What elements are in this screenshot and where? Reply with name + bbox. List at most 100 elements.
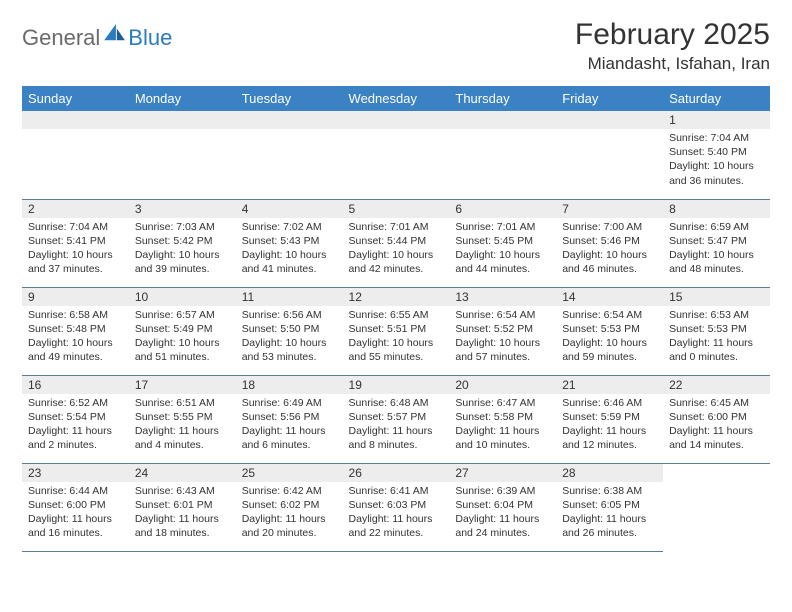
- sunrise-line: Sunrise: 6:57 AM: [135, 308, 230, 322]
- daylight-line: Daylight: 11 hours and 2 minutes.: [28, 424, 123, 452]
- calendar-cell: [556, 111, 663, 199]
- sunset-line: Sunset: 5:53 PM: [669, 322, 764, 336]
- empty-day-number: [129, 111, 236, 129]
- sunset-line: Sunset: 5:47 PM: [669, 234, 764, 248]
- calendar-cell: 10Sunrise: 6:57 AMSunset: 5:49 PMDayligh…: [129, 287, 236, 375]
- daylight-line: Daylight: 11 hours and 14 minutes.: [669, 424, 764, 452]
- day-details: Sunrise: 7:02 AMSunset: 5:43 PMDaylight:…: [236, 218, 343, 281]
- day-number: 27: [449, 464, 556, 482]
- day-details: Sunrise: 6:55 AMSunset: 5:51 PMDaylight:…: [343, 306, 450, 369]
- sunrise-line: Sunrise: 7:00 AM: [562, 220, 657, 234]
- calendar-cell: 5Sunrise: 7:01 AMSunset: 5:44 PMDaylight…: [343, 199, 450, 287]
- daylight-line: Daylight: 10 hours and 55 minutes.: [349, 336, 444, 364]
- day-number: 26: [343, 464, 450, 482]
- daylight-line: Daylight: 10 hours and 39 minutes.: [135, 248, 230, 276]
- sunset-line: Sunset: 5:43 PM: [242, 234, 337, 248]
- sunset-line: Sunset: 5:50 PM: [242, 322, 337, 336]
- sunrise-line: Sunrise: 6:59 AM: [669, 220, 764, 234]
- daylight-line: Daylight: 11 hours and 6 minutes.: [242, 424, 337, 452]
- day-number: 14: [556, 288, 663, 306]
- calendar-cell: [22, 111, 129, 199]
- calendar-row: 1Sunrise: 7:04 AMSunset: 5:40 PMDaylight…: [22, 111, 770, 199]
- day-details: Sunrise: 7:04 AMSunset: 5:41 PMDaylight:…: [22, 218, 129, 281]
- day-number: 7: [556, 200, 663, 218]
- sunrise-line: Sunrise: 6:38 AM: [562, 484, 657, 498]
- sunrise-line: Sunrise: 6:47 AM: [455, 396, 550, 410]
- empty-day-number: [556, 111, 663, 129]
- sunset-line: Sunset: 6:04 PM: [455, 498, 550, 512]
- day-number: 12: [343, 288, 450, 306]
- sunrise-line: Sunrise: 6:42 AM: [242, 484, 337, 498]
- day-details: Sunrise: 6:54 AMSunset: 5:53 PMDaylight:…: [556, 306, 663, 369]
- sunset-line: Sunset: 6:02 PM: [242, 498, 337, 512]
- sunset-line: Sunset: 5:51 PM: [349, 322, 444, 336]
- day-details: Sunrise: 6:56 AMSunset: 5:50 PMDaylight:…: [236, 306, 343, 369]
- day-number: 15: [663, 288, 770, 306]
- logo: General Blue: [22, 18, 172, 52]
- sunrise-line: Sunrise: 6:43 AM: [135, 484, 230, 498]
- sunrise-line: Sunrise: 6:58 AM: [28, 308, 123, 322]
- daylight-line: Daylight: 11 hours and 4 minutes.: [135, 424, 230, 452]
- calendar-cell: 1Sunrise: 7:04 AMSunset: 5:40 PMDaylight…: [663, 111, 770, 199]
- day-details: Sunrise: 6:43 AMSunset: 6:01 PMDaylight:…: [129, 482, 236, 545]
- weekday-header: Tuesday: [236, 86, 343, 111]
- day-number: 8: [663, 200, 770, 218]
- calendar-cell: 11Sunrise: 6:56 AMSunset: 5:50 PMDayligh…: [236, 287, 343, 375]
- sunset-line: Sunset: 5:41 PM: [28, 234, 123, 248]
- calendar-cell: 14Sunrise: 6:54 AMSunset: 5:53 PMDayligh…: [556, 287, 663, 375]
- month-title: February 2025: [575, 18, 770, 52]
- day-details: Sunrise: 6:41 AMSunset: 6:03 PMDaylight:…: [343, 482, 450, 545]
- sunset-line: Sunset: 6:01 PM: [135, 498, 230, 512]
- calendar-body: 1Sunrise: 7:04 AMSunset: 5:40 PMDaylight…: [22, 111, 770, 551]
- weekday-header: Thursday: [449, 86, 556, 111]
- sunrise-line: Sunrise: 6:46 AM: [562, 396, 657, 410]
- day-number: 2: [22, 200, 129, 218]
- sunset-line: Sunset: 5:46 PM: [562, 234, 657, 248]
- daylight-line: Daylight: 11 hours and 8 minutes.: [349, 424, 444, 452]
- day-details: Sunrise: 7:04 AMSunset: 5:40 PMDaylight:…: [663, 129, 770, 192]
- sunset-line: Sunset: 5:49 PM: [135, 322, 230, 336]
- sunrise-line: Sunrise: 7:01 AM: [349, 220, 444, 234]
- day-details: Sunrise: 7:01 AMSunset: 5:45 PMDaylight:…: [449, 218, 556, 281]
- day-details: Sunrise: 6:51 AMSunset: 5:55 PMDaylight:…: [129, 394, 236, 457]
- sunset-line: Sunset: 5:48 PM: [28, 322, 123, 336]
- sunset-line: Sunset: 5:57 PM: [349, 410, 444, 424]
- calendar-cell: 13Sunrise: 6:54 AMSunset: 5:52 PMDayligh…: [449, 287, 556, 375]
- daylight-line: Daylight: 11 hours and 22 minutes.: [349, 512, 444, 540]
- title-block: February 2025 Miandasht, Isfahan, Iran: [575, 18, 770, 74]
- day-details: Sunrise: 7:00 AMSunset: 5:46 PMDaylight:…: [556, 218, 663, 281]
- sunset-line: Sunset: 6:00 PM: [28, 498, 123, 512]
- calendar-table: SundayMondayTuesdayWednesdayThursdayFrid…: [22, 86, 770, 552]
- sunset-line: Sunset: 6:05 PM: [562, 498, 657, 512]
- daylight-line: Daylight: 10 hours and 49 minutes.: [28, 336, 123, 364]
- calendar-cell: [343, 111, 450, 199]
- day-number: 3: [129, 200, 236, 218]
- location: Miandasht, Isfahan, Iran: [575, 54, 770, 74]
- day-number: 6: [449, 200, 556, 218]
- calendar-cell: 28Sunrise: 6:38 AMSunset: 6:05 PMDayligh…: [556, 463, 663, 551]
- calendar-row: 9Sunrise: 6:58 AMSunset: 5:48 PMDaylight…: [22, 287, 770, 375]
- day-number: 24: [129, 464, 236, 482]
- calendar-cell: 26Sunrise: 6:41 AMSunset: 6:03 PMDayligh…: [343, 463, 450, 551]
- sunrise-line: Sunrise: 7:02 AM: [242, 220, 337, 234]
- sunrise-line: Sunrise: 6:56 AM: [242, 308, 337, 322]
- sunrise-line: Sunrise: 7:03 AM: [135, 220, 230, 234]
- day-details: Sunrise: 6:39 AMSunset: 6:04 PMDaylight:…: [449, 482, 556, 545]
- sunset-line: Sunset: 6:00 PM: [669, 410, 764, 424]
- calendar-cell: 7Sunrise: 7:00 AMSunset: 5:46 PMDaylight…: [556, 199, 663, 287]
- day-number: 5: [343, 200, 450, 218]
- calendar-cell: 20Sunrise: 6:47 AMSunset: 5:58 PMDayligh…: [449, 375, 556, 463]
- calendar-row: 2Sunrise: 7:04 AMSunset: 5:41 PMDaylight…: [22, 199, 770, 287]
- calendar-cell: 6Sunrise: 7:01 AMSunset: 5:45 PMDaylight…: [449, 199, 556, 287]
- day-details: Sunrise: 6:54 AMSunset: 5:52 PMDaylight:…: [449, 306, 556, 369]
- sunset-line: Sunset: 5:44 PM: [349, 234, 444, 248]
- weekday-header: Monday: [129, 86, 236, 111]
- day-details: Sunrise: 6:45 AMSunset: 6:00 PMDaylight:…: [663, 394, 770, 457]
- day-details: Sunrise: 6:53 AMSunset: 5:53 PMDaylight:…: [663, 306, 770, 369]
- daylight-line: Daylight: 11 hours and 18 minutes.: [135, 512, 230, 540]
- calendar-cell: 19Sunrise: 6:48 AMSunset: 5:57 PMDayligh…: [343, 375, 450, 463]
- sunset-line: Sunset: 5:52 PM: [455, 322, 550, 336]
- sunrise-line: Sunrise: 6:54 AM: [455, 308, 550, 322]
- weekday-header: Sunday: [22, 86, 129, 111]
- daylight-line: Daylight: 11 hours and 12 minutes.: [562, 424, 657, 452]
